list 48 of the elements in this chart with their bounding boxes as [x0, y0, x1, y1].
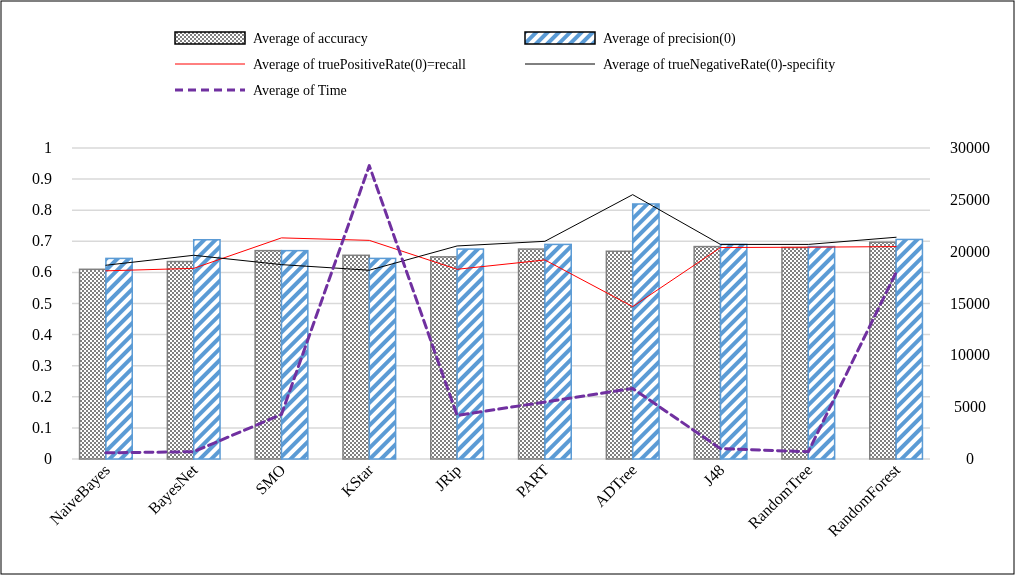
x-tick-label: J48: [699, 461, 728, 489]
bar: [342, 254, 371, 460]
bar: [869, 241, 897, 460]
y2-tick-label: 30000: [950, 139, 990, 156]
bar: [254, 249, 283, 460]
y2-tick-label: 20000: [950, 242, 990, 260]
line-series: [104, 164, 898, 455]
legend-label: Average of precision(0): [603, 31, 737, 47]
bar: [719, 243, 748, 460]
y2-tick-label: 25000: [950, 190, 990, 208]
y2-tick-label: 15000: [950, 294, 990, 312]
bar: [456, 248, 485, 460]
y-tick-label: 0.1: [32, 418, 52, 436]
y2-tick-label: 5000: [954, 398, 986, 416]
bar: [517, 248, 546, 460]
y-tick-label: 0.4: [32, 325, 52, 343]
line-series: [105, 194, 897, 271]
line-series: [105, 237, 897, 308]
bar: [807, 245, 836, 460]
bar: [895, 238, 924, 460]
y-tick-label: 0.8: [32, 201, 52, 219]
legend-label: Average of truePositiveRate(0)=recall: [253, 57, 466, 73]
bar: [544, 243, 572, 460]
bar: [430, 256, 458, 460]
legend-label: Average of Time: [253, 83, 347, 98]
bar: [166, 260, 195, 460]
bar: [368, 257, 397, 460]
y-tick-label: 0.9: [32, 170, 52, 188]
bar: [781, 246, 810, 460]
bar: [693, 245, 722, 460]
y-tick-label: 0.6: [32, 263, 52, 281]
y-tick-label: 0: [44, 450, 52, 467]
bar: [192, 239, 221, 460]
legend-label: Average of trueNegativeRate(0)-specifity: [603, 57, 836, 73]
bar: [78, 268, 107, 460]
x-tick-label: JRip: [431, 461, 465, 495]
y2-tick-label: 0: [966, 450, 974, 467]
bar: [605, 250, 634, 460]
y-tick-label: 1: [44, 139, 52, 156]
y-tick-label: 0.3: [32, 356, 52, 374]
y-tick-label: 0.7: [32, 232, 52, 250]
y-tick-label: 0.5: [32, 294, 52, 312]
legend-label: Average of accuracy: [253, 31, 368, 46]
y-tick-label: 0.2: [32, 387, 52, 405]
bar: [105, 257, 133, 460]
bar: [631, 203, 660, 460]
bar: [280, 249, 309, 460]
y2-tick-label: 10000: [950, 346, 990, 364]
